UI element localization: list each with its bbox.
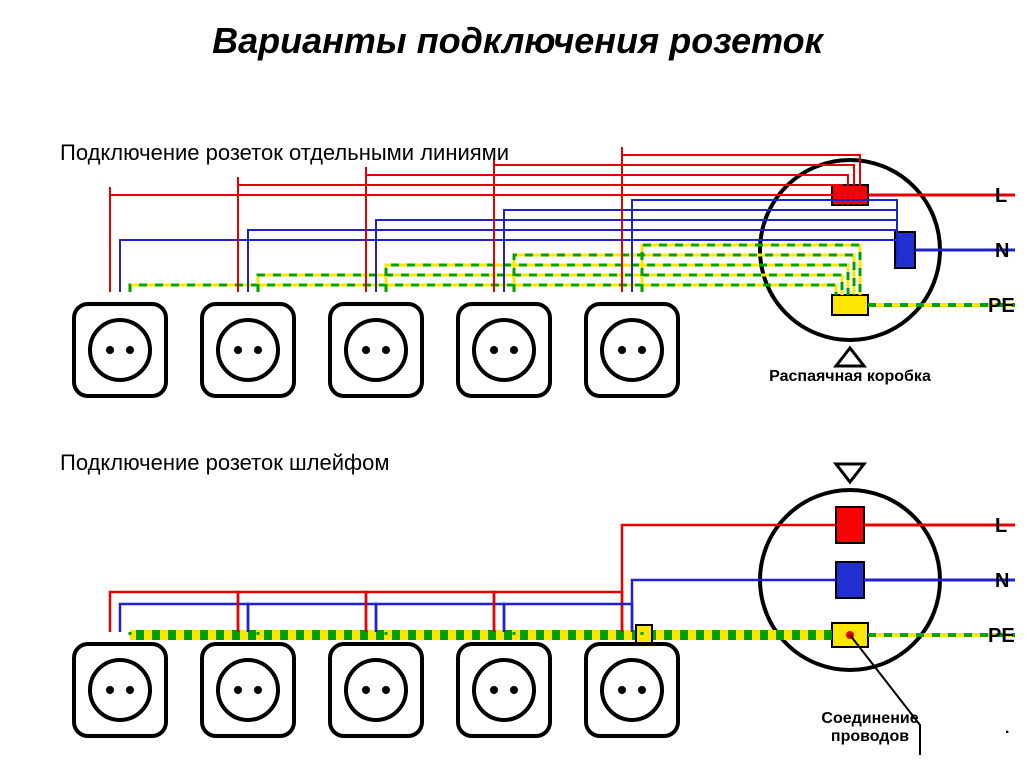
- socket: [582, 300, 682, 400]
- section2-subtitle: Подключение розеток шлейфом: [60, 450, 389, 476]
- socket: [326, 640, 426, 740]
- wire-label-PE: PE: [988, 625, 1015, 648]
- socket-row: [70, 300, 682, 400]
- wire-label-N: N: [995, 240, 1009, 263]
- socket: [70, 300, 170, 400]
- socket-icon: [198, 300, 298, 400]
- section1-subtitle: Подключение розеток отдельными линиями: [60, 140, 509, 166]
- wire-label-N: N: [995, 570, 1009, 593]
- wire-label-L: L: [995, 185, 1007, 208]
- socket: [454, 640, 554, 740]
- socket: [198, 300, 298, 400]
- socket: [326, 300, 426, 400]
- wire-label-L: L: [995, 515, 1007, 538]
- socket: [454, 300, 554, 400]
- socket-row: [70, 640, 682, 740]
- socket-icon: [70, 300, 170, 400]
- socket-icon: [582, 640, 682, 740]
- socket: [582, 640, 682, 740]
- socket-icon: [454, 300, 554, 400]
- socket: [70, 640, 170, 740]
- socket-icon: [582, 300, 682, 400]
- junction-label-2: Соединение проводов: [780, 710, 960, 746]
- socket-icon: [70, 640, 170, 740]
- socket: [198, 640, 298, 740]
- dot-artifact: .: [1005, 720, 1009, 738]
- socket-icon: [198, 640, 298, 740]
- socket-icon: [326, 300, 426, 400]
- junction-label-1: Распаячная коробка: [755, 368, 945, 386]
- socket-icon: [454, 640, 554, 740]
- socket-icon: [326, 640, 426, 740]
- wire-label-PE: PE: [988, 295, 1015, 318]
